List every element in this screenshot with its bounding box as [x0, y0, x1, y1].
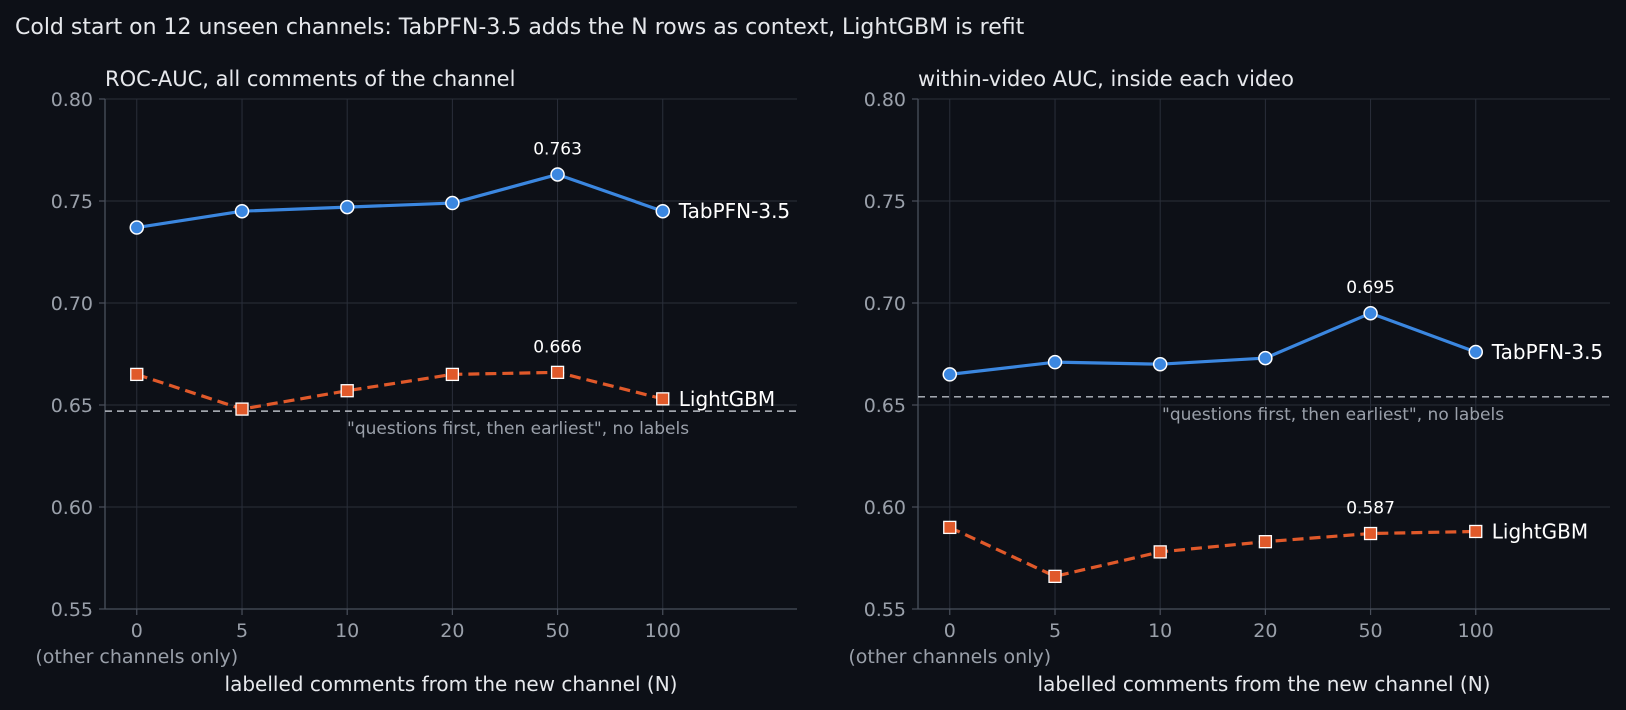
data-point-lightgbm — [1469, 524, 1483, 539]
data-point-tabpfn — [129, 220, 145, 235]
series-end-label: LightGBM — [679, 387, 775, 411]
peak-value-label: 0.666 — [533, 337, 582, 357]
data-point-lightgbm — [235, 402, 249, 416]
x-axis-label: labelled comments from the new channel (… — [1038, 672, 1491, 696]
x-tick-label: 10 — [1148, 620, 1172, 642]
data-point-tabpfn — [1363, 305, 1378, 321]
data-point-tabpfn — [655, 203, 671, 219]
data-point-lightgbm — [550, 365, 565, 380]
chart-panel-roc-auc: 0.55 0.60 0.65 0.70 0.75 0.80 0 5 10 20 50 100 (othe… — [35, 67, 797, 696]
data-point-lightgbm — [340, 384, 354, 398]
peak-value-label: 0.695 — [1346, 278, 1395, 298]
data-point-tabpfn — [1047, 354, 1063, 370]
y-tick-label: 0.55 — [51, 599, 93, 621]
x-tick-sublabel: (other channels only) — [848, 646, 1051, 668]
x-tick-label: 5 — [236, 620, 248, 642]
y-tick-label: 0.75 — [51, 191, 93, 213]
series-line-lightgbm — [949, 525, 1476, 578]
x-tick-sublabel: (other channels only) — [35, 646, 238, 668]
data-point-lightgbm — [1153, 545, 1167, 559]
y-tick-label: 0.75 — [864, 191, 906, 213]
series-line-lightgbm — [136, 370, 664, 411]
series-end-label: TabPFN-3.5 — [678, 199, 790, 223]
x-tick-label: 20 — [1253, 620, 1277, 642]
y-tick-label: 0.65 — [51, 395, 93, 417]
data-point-tabpfn — [1152, 356, 1168, 372]
x-tick-label: 50 — [1358, 620, 1382, 642]
figure-suptitle: Cold start on 12 unseen channels: TabPFN… — [15, 15, 1025, 40]
data-point-tabpfn — [339, 199, 355, 215]
y-tick-label: 0.55 — [864, 599, 906, 621]
data-point-tabpfn — [234, 203, 250, 219]
peak-value-label: 0.763 — [533, 139, 582, 159]
series-line-tabpfn — [136, 172, 664, 230]
chart-panel-within-video-auc: 0.55 0.60 0.65 0.70 0.75 0.80 0 5 10 20 50 100 (othe… — [848, 67, 1610, 696]
series-end-label: TabPFN-3.5 — [1491, 340, 1603, 364]
chart-title: ROC-AUC, all comments of the channel — [105, 67, 515, 91]
x-tick-label: 0 — [944, 620, 956, 642]
data-point-tabpfn — [942, 367, 958, 382]
data-point-lightgbm — [130, 367, 144, 382]
y-tick-label: 0.70 — [51, 293, 93, 315]
y-tick-label: 0.60 — [51, 497, 93, 519]
y-tick-label: 0.65 — [864, 395, 906, 417]
peak-value-label: 0.587 — [1346, 499, 1395, 519]
x-tick-label: 50 — [545, 620, 569, 642]
data-point-tabpfn — [445, 195, 460, 211]
x-tick-label: 5 — [1049, 620, 1061, 642]
series-line-tabpfn — [949, 311, 1477, 376]
y-tick-label: 0.60 — [864, 497, 906, 519]
data-point-tabpfn — [550, 167, 565, 182]
x-axis-label: labelled comments from the new channel (… — [225, 672, 678, 696]
data-point-lightgbm — [1363, 526, 1378, 541]
data-point-lightgbm — [445, 367, 460, 382]
x-tick-label: 100 — [1458, 620, 1494, 642]
baseline-label: "questions first, then earliest", no lab… — [347, 419, 689, 439]
chart-title: within-video AUC, inside each video — [918, 67, 1294, 91]
data-point-lightgbm — [1258, 535, 1273, 549]
x-tick-label: 100 — [645, 620, 681, 642]
data-point-lightgbm — [1048, 569, 1062, 584]
data-point-lightgbm — [656, 392, 670, 406]
series-end-label: LightGBM — [1492, 519, 1588, 543]
baseline-label: "questions first, then earliest", no lab… — [1162, 405, 1504, 425]
data-point-lightgbm — [943, 520, 957, 535]
x-tick-label: 10 — [335, 620, 359, 642]
x-tick-label: 0 — [131, 620, 143, 642]
data-point-tabpfn — [1258, 350, 1273, 366]
y-tick-label: 0.80 — [51, 89, 93, 111]
y-tick-label: 0.70 — [864, 293, 906, 315]
y-tick-label: 0.80 — [864, 89, 906, 111]
data-point-tabpfn — [1468, 344, 1484, 360]
x-tick-label: 20 — [440, 620, 464, 642]
